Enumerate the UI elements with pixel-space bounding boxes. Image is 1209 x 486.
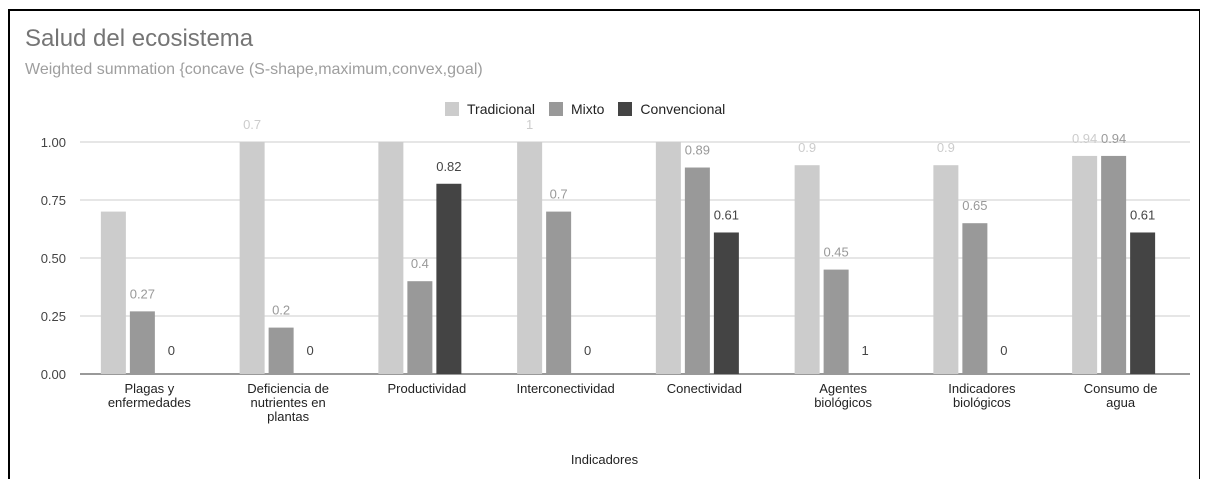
chart-title: Salud del ecosistema bbox=[25, 25, 254, 52]
data-label: 0 bbox=[584, 343, 591, 358]
data-label: 0.65 bbox=[962, 198, 987, 213]
bar bbox=[655, 142, 681, 374]
data-label: 0 bbox=[168, 343, 175, 358]
x-tick-label: nutrientes en bbox=[251, 395, 326, 410]
bar bbox=[517, 142, 543, 374]
x-tick-label: biológicos bbox=[814, 395, 872, 410]
legend-swatch-mixto bbox=[548, 102, 563, 116]
chart-subtitle: Weighted summation {concave (S-shape,max… bbox=[25, 61, 483, 78]
bar bbox=[268, 327, 294, 374]
bar bbox=[1130, 232, 1156, 374]
bar bbox=[546, 211, 572, 374]
bar bbox=[962, 223, 988, 374]
x-tick-label: Productividad bbox=[387, 381, 466, 396]
bar bbox=[129, 311, 155, 374]
data-label: 0.94 bbox=[1072, 131, 1097, 146]
legend-label-convencional: Convencional bbox=[640, 101, 726, 117]
chart-frame bbox=[8, 9, 1200, 479]
data-label: 0.7 bbox=[550, 187, 568, 202]
data-label: 0.2 bbox=[272, 303, 290, 318]
x-tick-label: Agentes bbox=[819, 381, 867, 396]
x-tick-label: agua bbox=[1106, 395, 1136, 410]
data-label: 0.9 bbox=[798, 140, 816, 155]
x-tick-label: plantas bbox=[267, 409, 309, 424]
bar bbox=[407, 281, 433, 374]
y-tick-label: 0.25 bbox=[41, 309, 66, 324]
x-tick-label: Plagas y bbox=[124, 381, 174, 396]
data-label: 0.9 bbox=[937, 140, 955, 155]
data-label: 0.27 bbox=[130, 286, 155, 301]
legend-swatch-convencional bbox=[618, 102, 633, 116]
x-tick-label: Interconectividad bbox=[516, 381, 614, 396]
y-tick-label: 0.00 bbox=[41, 367, 66, 382]
data-label: 0.82 bbox=[436, 159, 461, 174]
bar bbox=[823, 269, 849, 374]
x-tick-label: enfermedades bbox=[108, 395, 192, 410]
x-axis-title: Indicadores bbox=[570, 452, 639, 467]
data-label: 0.94 bbox=[1101, 131, 1126, 146]
bar bbox=[436, 183, 462, 374]
legend-item-convencional[interactable]: Convencional bbox=[618, 101, 725, 117]
bar bbox=[713, 232, 739, 374]
legend-swatch-tradicional bbox=[445, 102, 459, 116]
bar bbox=[1072, 155, 1098, 374]
y-tick-label: 0.75 bbox=[41, 193, 66, 208]
y-tick-label: 0.50 bbox=[41, 251, 66, 266]
x-tick-label: biológicos bbox=[953, 395, 1011, 410]
data-label: 0.45 bbox=[823, 245, 848, 260]
bar bbox=[684, 167, 710, 374]
legend-label-tradicional: Tradicional bbox=[467, 101, 535, 117]
y-tick-label: 1.00 bbox=[41, 135, 66, 150]
legend-label-mixto: Mixto bbox=[570, 101, 605, 117]
data-label: 0.7 bbox=[243, 117, 261, 132]
bar bbox=[100, 211, 126, 374]
bar bbox=[378, 142, 404, 374]
bar bbox=[239, 142, 265, 374]
x-tick-label: Conectividad bbox=[667, 381, 742, 396]
data-label: 0.61 bbox=[714, 207, 739, 222]
data-label: 0 bbox=[1000, 343, 1007, 358]
data-label: 0.89 bbox=[685, 143, 710, 158]
data-label: 1 bbox=[862, 343, 869, 358]
data-label: 0.61 bbox=[1130, 207, 1155, 222]
bar bbox=[794, 165, 820, 374]
bar bbox=[1101, 155, 1127, 374]
data-label: 0 bbox=[307, 343, 314, 358]
bar bbox=[933, 165, 959, 374]
legend-item-tradicional[interactable]: Tradicional bbox=[445, 101, 535, 117]
x-tick-label: Consumo de bbox=[1084, 381, 1158, 396]
x-tick-label: Deficiencia de bbox=[247, 381, 329, 396]
x-tick-label: Indicadores bbox=[948, 381, 1016, 396]
data-label: 1 bbox=[526, 117, 533, 132]
data-label: 0.4 bbox=[411, 256, 429, 271]
legend-item-mixto[interactable]: Mixto bbox=[548, 101, 605, 117]
chart-legend: Tradicional Mixto Convencional bbox=[445, 101, 739, 117]
